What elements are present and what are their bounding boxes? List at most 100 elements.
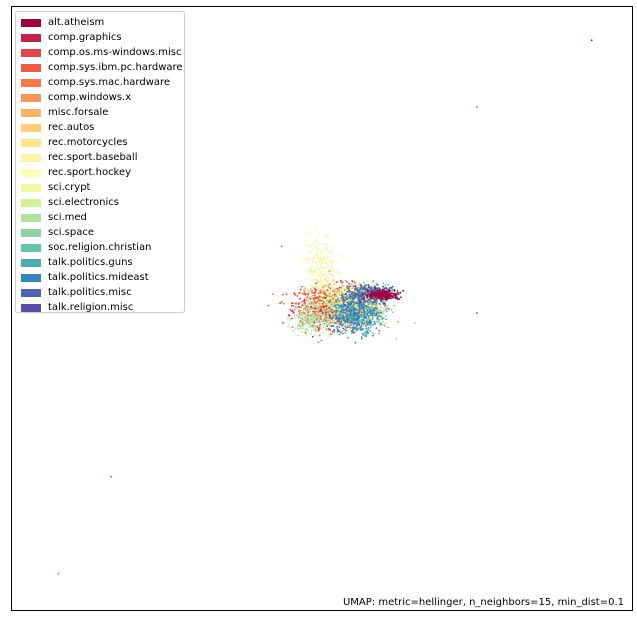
scatter-point xyxy=(351,280,354,282)
legend-item: rec.autos xyxy=(21,120,184,135)
scatter-point xyxy=(320,253,323,256)
scatter-point xyxy=(381,317,384,320)
scatter-point xyxy=(395,338,398,340)
scatter-point xyxy=(327,255,330,258)
scatter-point xyxy=(313,319,316,321)
scatter-point xyxy=(322,298,324,301)
scatter-point xyxy=(375,312,378,315)
scatter-point xyxy=(323,258,325,261)
scatter-point xyxy=(312,278,314,281)
scatter-point xyxy=(322,262,325,265)
scatter-point xyxy=(304,331,307,334)
scatter-point xyxy=(312,326,314,329)
scatter-point xyxy=(293,291,295,294)
scatter-point xyxy=(361,319,363,321)
legend-swatch xyxy=(21,108,41,117)
scatter-point xyxy=(366,296,369,298)
scatter-point xyxy=(373,301,376,303)
scatter-point xyxy=(110,475,113,478)
scatter-point xyxy=(358,310,361,313)
scatter-point xyxy=(332,261,335,263)
scatter-point xyxy=(363,285,366,287)
scatter-point xyxy=(342,314,345,317)
scatter-point xyxy=(376,316,379,318)
scatter-point xyxy=(376,287,379,290)
scatter-point xyxy=(325,260,328,263)
scatter-point xyxy=(341,326,344,329)
scatter-point xyxy=(339,331,342,334)
scatter-point xyxy=(325,318,328,320)
scatter-point xyxy=(337,307,340,310)
scatter-point xyxy=(310,280,313,282)
scatter-point xyxy=(367,306,370,309)
legend-item: comp.sys.mac.hardware xyxy=(21,75,184,90)
legend-swatch xyxy=(21,273,41,282)
scatter-point xyxy=(336,271,338,273)
scatter-point xyxy=(366,312,369,315)
scatter-point xyxy=(394,297,397,300)
scatter-point xyxy=(346,301,349,304)
scatter-point xyxy=(301,313,304,315)
scatter-point xyxy=(312,301,314,304)
scatter-point xyxy=(358,297,360,299)
scatter-point xyxy=(352,303,355,306)
scatter-point xyxy=(329,289,332,292)
scatter-point xyxy=(402,289,405,292)
scatter-point xyxy=(304,322,307,324)
scatter-point xyxy=(339,293,342,295)
scatter-point xyxy=(345,307,348,310)
scatter-point xyxy=(309,287,312,290)
scatter-point xyxy=(344,297,347,299)
scatter-point xyxy=(279,302,282,305)
scatter-point xyxy=(350,332,353,334)
scatter-point xyxy=(345,336,347,339)
scatter-point xyxy=(368,299,371,302)
scatter-point xyxy=(351,319,354,321)
legend-label: comp.windows.x xyxy=(48,92,132,103)
scatter-point xyxy=(326,320,329,322)
scatter-point xyxy=(321,270,324,273)
scatter-point xyxy=(317,294,320,297)
scatter-point xyxy=(382,285,384,288)
scatter-point xyxy=(326,309,329,311)
scatter-point xyxy=(347,287,350,289)
scatter-point xyxy=(299,324,302,326)
scatter-point xyxy=(320,328,323,330)
scatter-point xyxy=(364,292,366,295)
scatter-point xyxy=(325,238,328,240)
scatter-point xyxy=(383,290,386,293)
legend-label: sci.crypt xyxy=(48,182,91,193)
scatter-point xyxy=(361,292,363,294)
legend-swatch xyxy=(21,183,41,192)
scatter-point xyxy=(386,304,389,307)
legend-label: talk.politics.guns xyxy=(48,257,133,268)
scatter-point xyxy=(323,273,326,276)
scatter-point xyxy=(329,293,332,296)
scatter-point xyxy=(308,302,311,305)
scatter-point xyxy=(312,309,315,311)
scatter-point xyxy=(350,325,353,328)
legend-swatch xyxy=(21,258,41,267)
scatter-point xyxy=(340,286,342,289)
scatter-point xyxy=(316,313,318,316)
scatter-point xyxy=(331,330,334,333)
scatter-point xyxy=(353,292,355,295)
scatter-point xyxy=(371,324,374,326)
scatter-point xyxy=(352,300,355,303)
scatter-point xyxy=(375,308,378,310)
scatter-point xyxy=(319,282,321,284)
scatter-point xyxy=(319,264,322,267)
scatter-point xyxy=(363,299,366,302)
scatter-point xyxy=(325,283,328,286)
scatter-point xyxy=(365,284,367,286)
scatter-point xyxy=(331,266,333,268)
scatter-point xyxy=(310,317,312,320)
scatter-point xyxy=(313,270,316,273)
scatter-point xyxy=(322,291,324,294)
scatter-point xyxy=(267,304,270,307)
scatter-point xyxy=(340,316,343,319)
scatter-point xyxy=(329,261,332,263)
scatter-point xyxy=(365,305,367,307)
scatter-point xyxy=(385,290,388,293)
scatter-point xyxy=(338,271,341,273)
